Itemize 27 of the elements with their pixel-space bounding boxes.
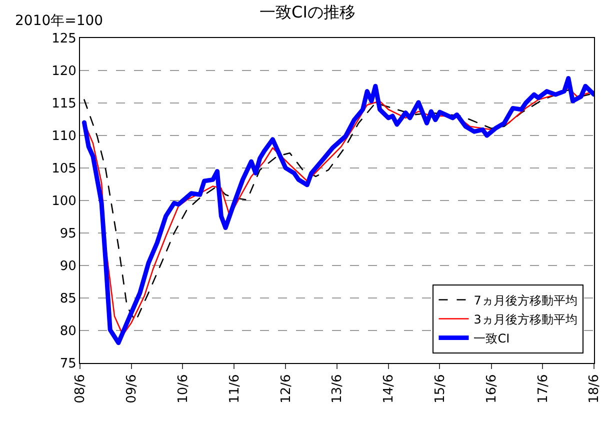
y-tick-label: 115 xyxy=(52,96,76,112)
y-tick-label: 95 xyxy=(60,226,76,242)
x-tick-label: 09/6 xyxy=(124,374,140,404)
x-tick-label: 08/6 xyxy=(73,374,88,404)
legend-label: 7ヵ月後方移動平均 xyxy=(474,293,578,308)
x-tick-label: 12/6 xyxy=(278,374,294,404)
x-tick-label: 14/6 xyxy=(382,374,397,404)
y-axis-title: 2010年=100 xyxy=(15,13,104,29)
y-tick-label: 110 xyxy=(52,129,76,144)
y-tick-label: 125 xyxy=(52,32,76,47)
x-tick-label: 15/6 xyxy=(432,374,448,404)
x-tick-label: 18/6 xyxy=(587,374,602,404)
x-tick-label: 16/6 xyxy=(484,374,500,404)
y-tick-label: 120 xyxy=(52,64,76,80)
x-tick-label: 17/6 xyxy=(536,374,551,404)
chart-title: 一致CIの推移 xyxy=(260,2,356,22)
x-tick-label: 13/6 xyxy=(330,374,346,404)
y-tick-label: 90 xyxy=(60,259,76,274)
y-tick-label: 100 xyxy=(52,194,76,210)
x-tick-label: 11/6 xyxy=(227,374,242,404)
y-tick-label: 75 xyxy=(60,356,76,372)
x-tick-label: 10/6 xyxy=(176,374,191,404)
legend-label: 一致CI xyxy=(474,331,510,346)
y-tick-label: 105 xyxy=(52,162,76,177)
legend-label: 3ヵ月後方移動平均 xyxy=(474,312,578,326)
y-tick-label: 80 xyxy=(60,324,76,340)
y-tick-label: 85 xyxy=(60,292,76,307)
